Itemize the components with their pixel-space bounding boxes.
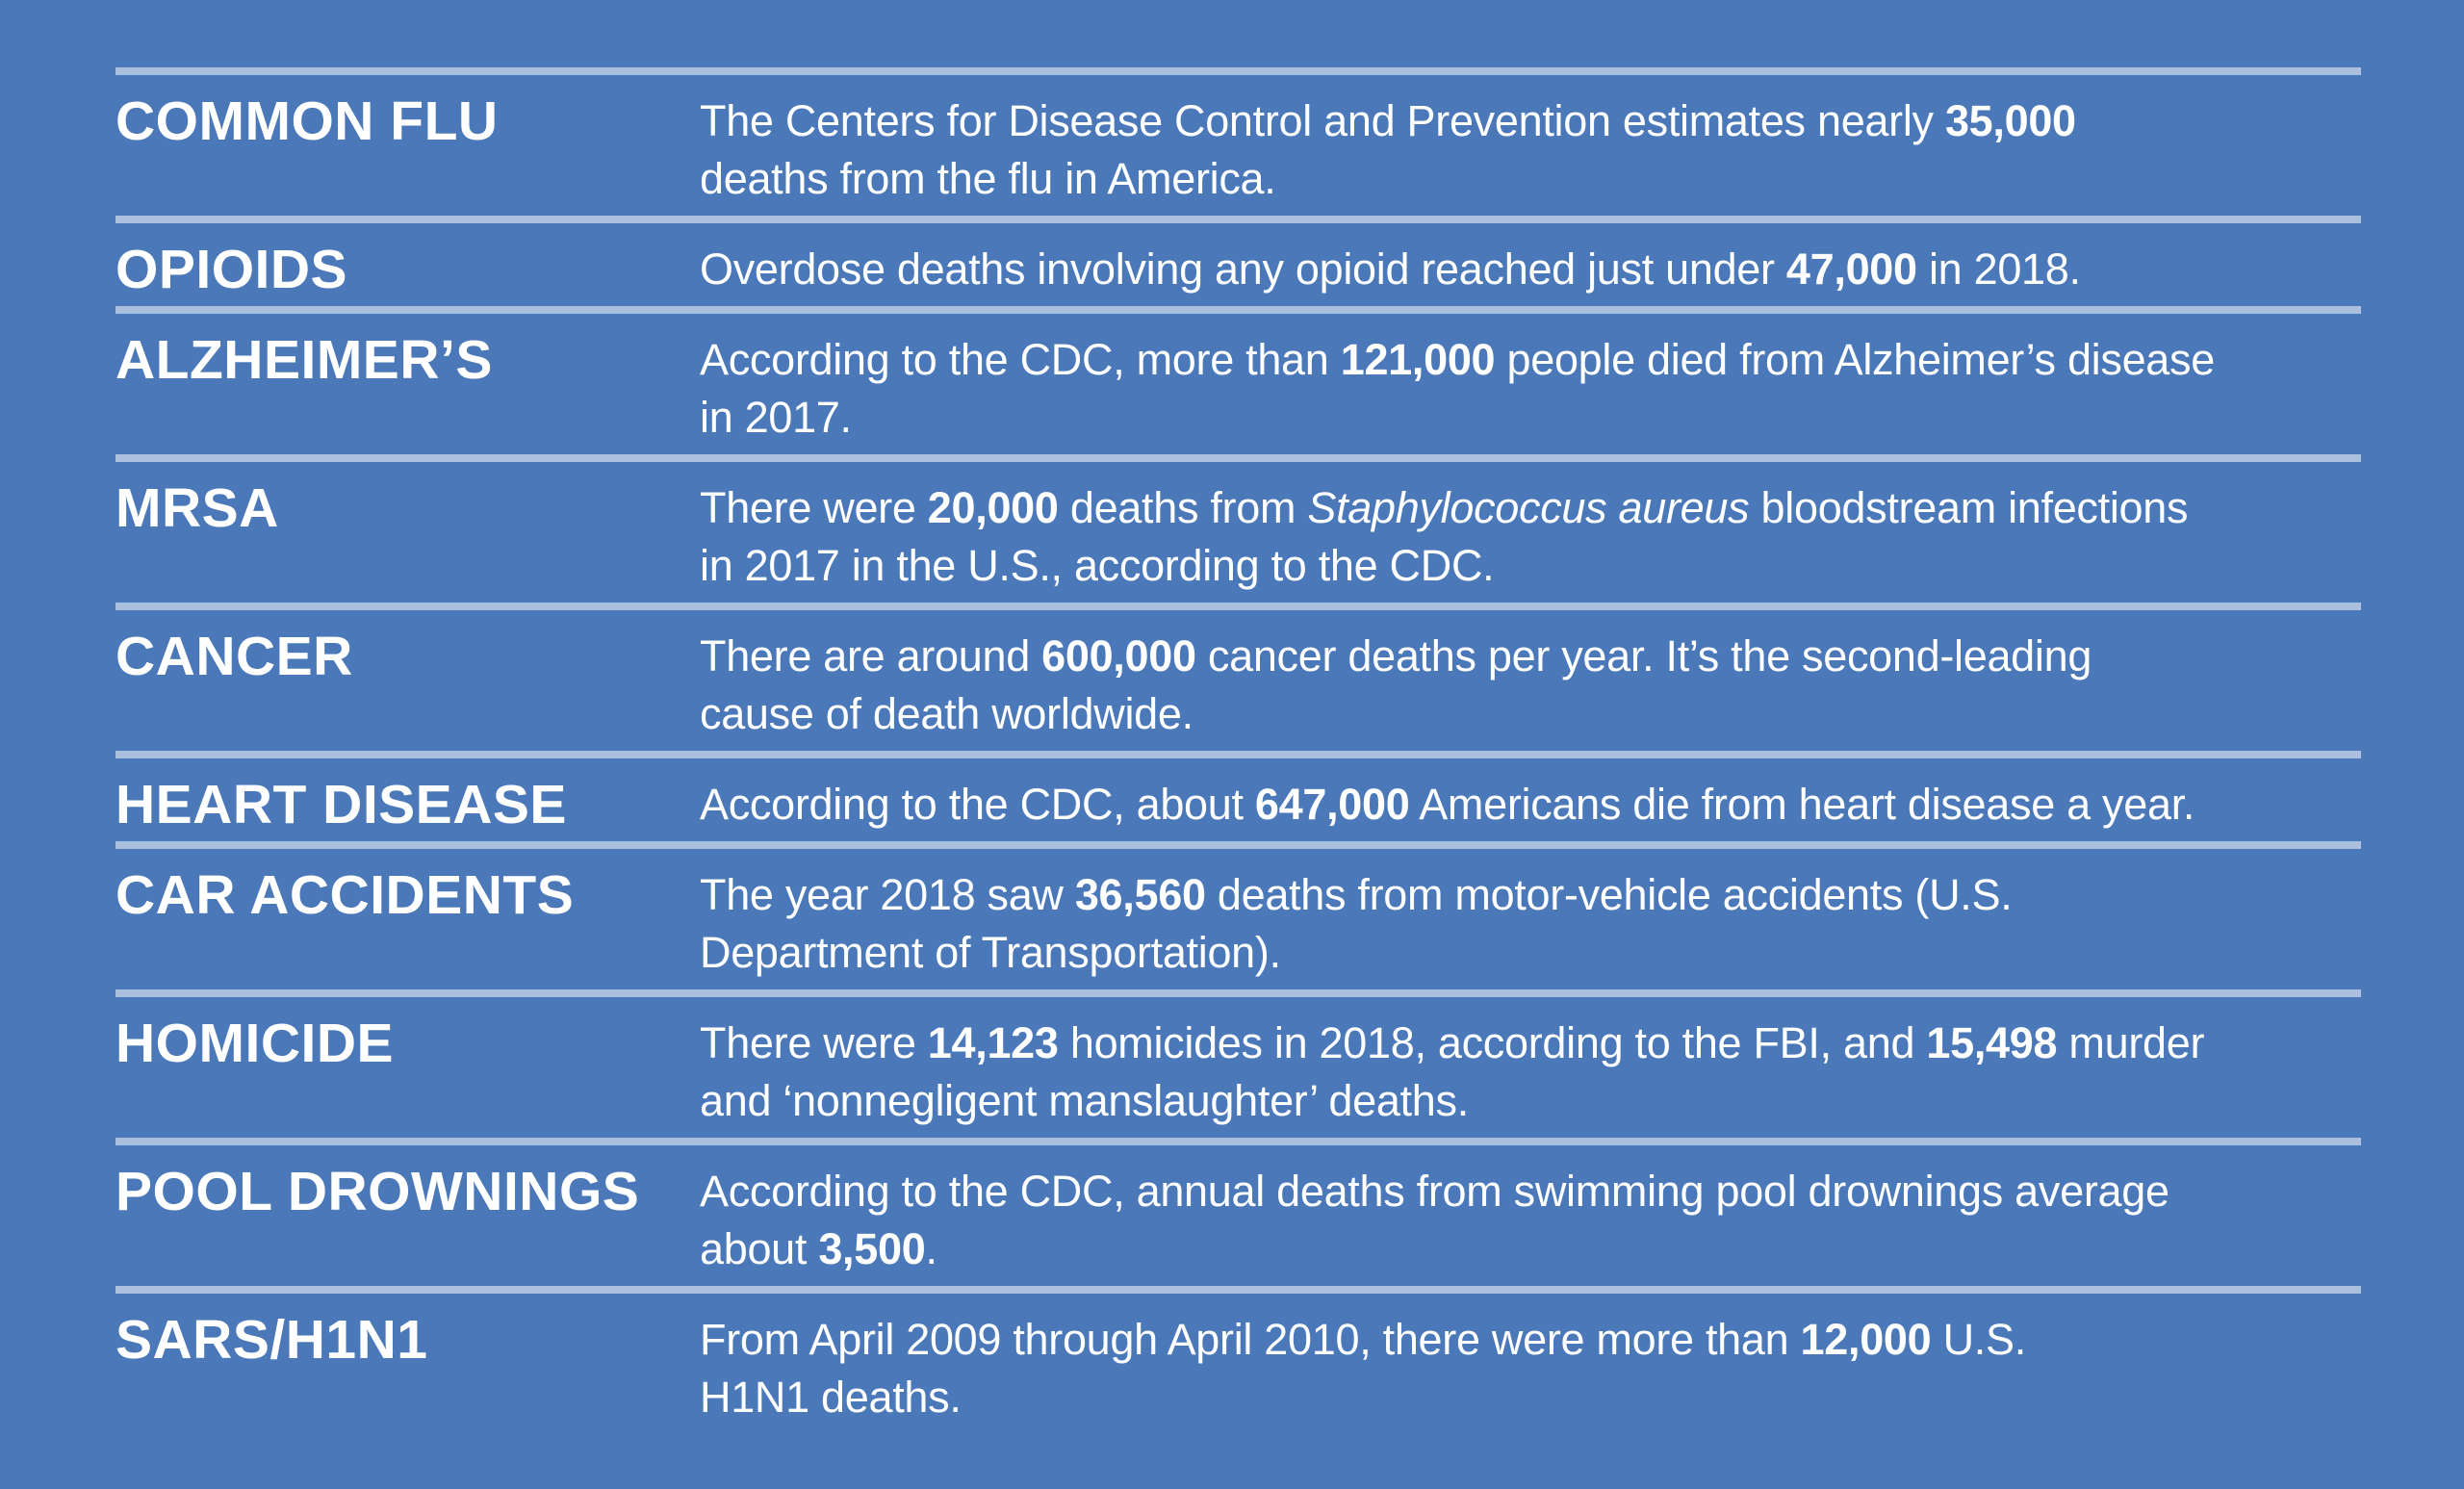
row-label: OPIOIDS (116, 239, 348, 300)
description-segment: homicides in 2018, according to the FBI,… (1058, 1018, 1927, 1067)
description-segment: 35,000 (1944, 96, 2076, 145)
description-segment: 15,498 (1926, 1018, 2058, 1067)
table-row: SARS/H1N1 From April 2009 through April … (116, 1286, 2361, 1434)
description-segment: From April 2009 through April 2010, ther… (700, 1315, 1801, 1364)
table-row: OPIOIDS Overdose deaths involving any op… (116, 216, 2361, 306)
table-row: HEART DISEASE According to the CDC, abou… (116, 751, 2361, 841)
description-segment: 12,000 (1800, 1315, 1932, 1364)
description-segment: There are around (700, 631, 1042, 680)
row-description: The Centers for Disease Control and Prev… (700, 92, 2361, 208)
table-row: COMMON FLU The Centers for Disease Contr… (116, 67, 2361, 216)
description-segment: Staphylococcus aureus (1307, 483, 1750, 532)
description-segment: 600,000 (1041, 631, 1196, 680)
row-description: According to the CDC, more than 121,000 … (700, 331, 2361, 447)
mortality-table: COMMON FLU The Centers for Disease Contr… (116, 67, 2361, 1434)
table-row: HOMICIDE There were 14,123 homicides in … (116, 989, 2361, 1138)
description-segment: 121,000 (1340, 335, 1496, 384)
description-segment: deaths from (1058, 483, 1308, 532)
row-description: The year 2018 saw 36,560 deaths from mot… (700, 866, 2361, 982)
description-segment: 20,000 (927, 483, 1059, 532)
description-segment: 14,123 (927, 1018, 1059, 1067)
description-segment: deaths from the flu in America. (700, 154, 1276, 203)
row-label: ALZHEIMER’S (116, 329, 493, 391)
row-description: There were 14,123 homicides in 2018, acc… (700, 1014, 2361, 1130)
row-label: MRSA (116, 477, 279, 539)
row-description: There were 20,000 deaths from Staphyloco… (700, 479, 2361, 595)
row-label: POOL DROWNINGS (116, 1161, 640, 1222)
row-description: According to the CDC, about 647,000 Amer… (700, 776, 2361, 834)
description-segment: people died from Alzheimer’s disease in … (700, 335, 2215, 442)
row-label: SARS/H1N1 (116, 1309, 428, 1371)
description-segment: There were (700, 1018, 928, 1067)
description-segment: The Centers for Disease Control and Prev… (700, 96, 1945, 145)
description-segment: Overdose deaths involving any opioid rea… (700, 244, 1786, 294)
description-segment: According to the CDC, more than (700, 335, 1341, 384)
table-row: MRSA There were 20,000 deaths from Staph… (116, 454, 2361, 603)
description-segment: 647,000 (1254, 780, 1410, 829)
row-description: From April 2009 through April 2010, ther… (700, 1311, 2361, 1426)
row-description: According to the CDC, annual deaths from… (700, 1163, 2361, 1278)
description-segment: 47,000 (1785, 244, 1917, 294)
description-segment: According to the CDC, annual deaths from… (700, 1167, 2169, 1273)
row-label: CAR ACCIDENTS (116, 864, 575, 926)
table-row: ALZHEIMER’S According to the CDC, more t… (116, 306, 2361, 454)
description-segment: U.S. H1N1 deaths. (700, 1315, 2026, 1422)
description-segment: in 2018. (1916, 244, 2081, 294)
description-segment: . (925, 1224, 937, 1273)
row-label: CANCER (116, 626, 353, 687)
row-label: HEART DISEASE (116, 774, 567, 835)
table-row: POOL DROWNINGS According to the CDC, ann… (116, 1138, 2361, 1286)
description-segment: 36,560 (1074, 870, 1206, 919)
row-description: There are around 600,000 cancer deaths p… (700, 628, 2361, 743)
description-segment: According to the CDC, about (700, 780, 1255, 829)
description-segment: Americans die from heart disease a year. (1409, 780, 2195, 829)
description-segment: cancer deaths per year. It’s the second-… (700, 631, 2092, 738)
table-row: CAR ACCIDENTS The year 2018 saw 36,560 d… (116, 841, 2361, 989)
description-segment: There were (700, 483, 928, 532)
row-label: COMMON FLU (116, 90, 499, 152)
table-row: CANCER There are around 600,000 cancer d… (116, 603, 2361, 751)
description-segment: The year 2018 saw (700, 870, 1075, 919)
description-segment: murder and ‘nonnegligent manslaughter’ d… (700, 1018, 2205, 1125)
row-description: Overdose deaths involving any opioid rea… (700, 241, 2361, 298)
description-segment: deaths from motor-vehicle accidents (U.S… (700, 870, 2013, 977)
description-segment: bloodstream infections in 2017 in the U.… (700, 483, 2189, 590)
row-label: HOMICIDE (116, 1013, 394, 1074)
description-segment: 3,500 (818, 1224, 926, 1273)
